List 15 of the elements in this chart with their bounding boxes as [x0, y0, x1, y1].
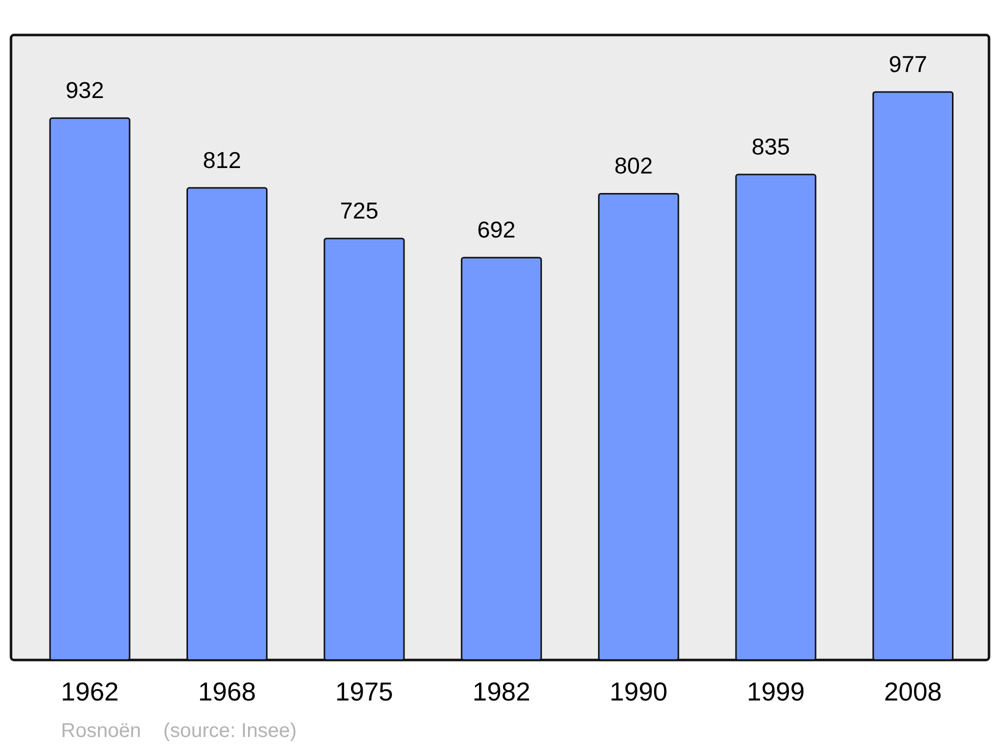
text: Rosnoën (source: Insee): [61, 720, 297, 742]
x-tick-label: 1968: [198, 676, 256, 706]
x-tick-label: 1975: [335, 676, 394, 706]
data-label: 692: [477, 216, 516, 243]
data-label: 725: [340, 197, 378, 224]
data-label: 812: [202, 146, 242, 173]
x-tick-label: 1990: [610, 676, 668, 706]
x-tick-label: 1999: [746, 676, 805, 706]
x-tick-label: 2008: [884, 676, 942, 706]
x-tick-label: 1982: [472, 676, 530, 706]
data-label: 932: [66, 77, 104, 104]
data-label: 977: [888, 50, 928, 77]
data-label: 835: [752, 134, 790, 160]
x-tick-label: 1962: [60, 676, 119, 706]
data-label: 802: [614, 152, 653, 179]
